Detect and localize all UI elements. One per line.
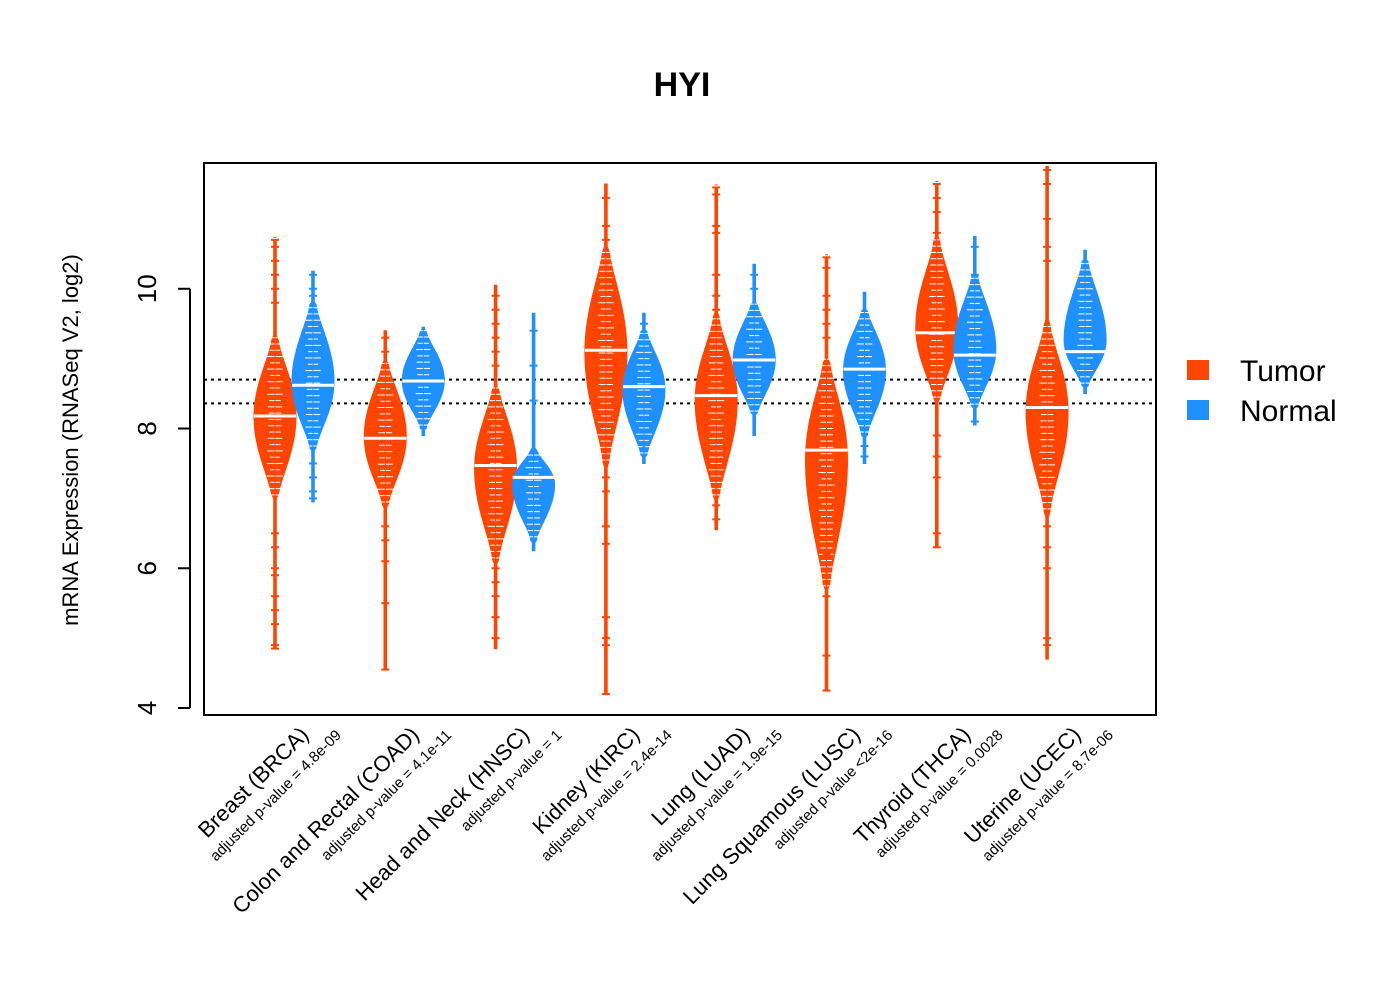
y-tick-label: 4	[132, 701, 162, 715]
y-axis: 4 6 8 10	[132, 274, 191, 715]
bean-tumor-4	[694, 184, 738, 531]
y-axis-label: mRNA Expression (RNASeq V2, log2)	[58, 254, 83, 626]
bean-tumor-1	[363, 330, 407, 671]
bean-normal-3	[622, 312, 666, 464]
legend-swatch-tumor	[1187, 360, 1209, 380]
bean-tumor-3	[584, 183, 628, 696]
legend-label-tumor: Tumor	[1240, 355, 1326, 388]
bean-normal-5	[843, 291, 886, 464]
y-tick-label: 6	[132, 561, 162, 575]
bean-tumor-7	[1025, 166, 1069, 660]
legend-label-normal: Normal	[1240, 395, 1337, 428]
plot-frame	[203, 162, 1157, 716]
bean-layer	[253, 166, 1107, 696]
chart-title: HYI	[654, 66, 711, 104]
y-tick-label: 10	[132, 274, 162, 303]
bean-tumor-0	[253, 236, 297, 650]
bean-normal-0	[291, 270, 335, 503]
bean-normal-6	[953, 235, 997, 426]
bean-tumor-5	[805, 254, 848, 692]
x-axis-labels: Breast (BRCA)adjusted p-value = 4.8e-09C…	[193, 722, 1117, 919]
legend-swatch-normal	[1187, 400, 1209, 420]
bean-normal-2	[512, 312, 556, 552]
legend: Tumor Normal	[1187, 355, 1337, 428]
bean-tumor-6	[915, 180, 959, 549]
bean-tumor-2	[474, 284, 518, 650]
bean-normal-7	[1063, 249, 1107, 395]
bean-normal-4	[732, 263, 776, 436]
reference-lines	[204, 378, 1156, 405]
y-tick-label: 8	[132, 421, 162, 435]
bean-normal-1	[401, 326, 445, 436]
